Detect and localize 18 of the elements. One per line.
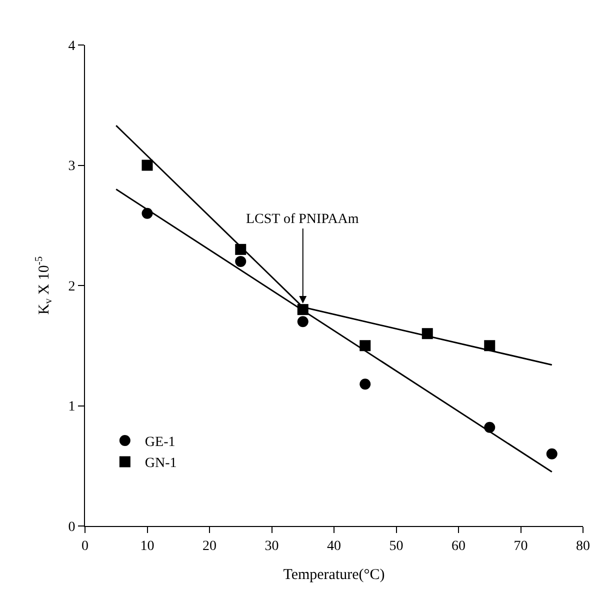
legend-label: GN-1	[144, 456, 177, 472]
y-tick-label: 1	[68, 400, 76, 415]
x-tick-label: 70	[514, 538, 528, 554]
annotation: LCST of PNIPAAm	[246, 212, 359, 227]
x-axis-title: Temperature(°C)	[283, 566, 385, 583]
y-tick-label: 0	[68, 520, 76, 535]
x-tick-label: 80	[576, 538, 590, 554]
y-tick-label: 4	[68, 38, 76, 54]
x-tick-label: 30	[264, 538, 279, 554]
x-tick-label: 20	[202, 538, 216, 554]
y-tick-label: 2	[68, 279, 76, 294]
x-tick-label: 10	[140, 538, 154, 554]
x-tick-label: 60	[452, 538, 466, 554]
x-tick-label: 40	[327, 538, 341, 554]
x-tick-label: 0	[82, 538, 88, 554]
y-tick-label: 3	[68, 159, 76, 174]
x-tick-label: 50	[389, 538, 404, 554]
legend-label: GE-1	[144, 434, 176, 450]
